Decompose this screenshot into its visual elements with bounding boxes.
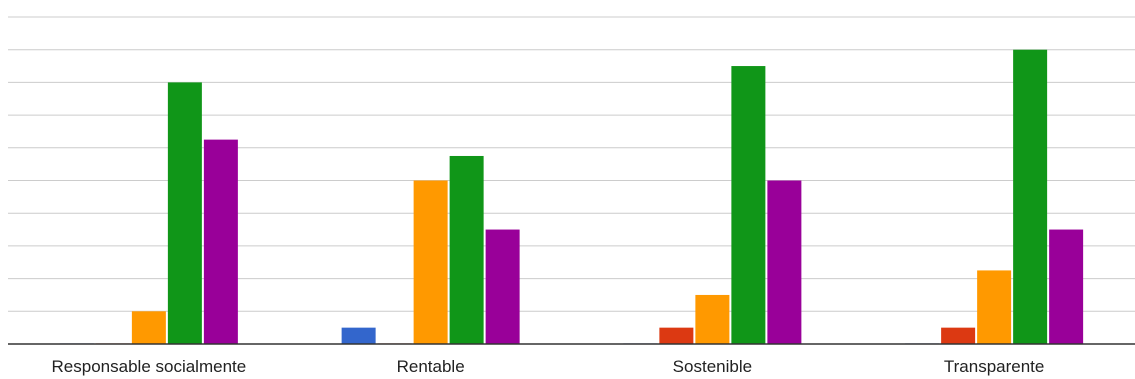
bar — [941, 327, 976, 344]
bar — [1013, 49, 1048, 344]
bar — [731, 66, 766, 345]
bar — [167, 82, 202, 345]
bar — [977, 270, 1012, 344]
bar — [1049, 229, 1084, 344]
x-tick-label: Transparente — [944, 357, 1044, 376]
bar — [203, 139, 238, 344]
x-axis-labels: Responsable socialmente Rentable Sostenibl… — [52, 357, 1045, 376]
bar — [341, 327, 376, 344]
x-tick-label: Rentable — [397, 357, 465, 376]
x-tick-label: Responsable socialmente — [52, 357, 247, 376]
bar — [767, 180, 802, 344]
bar — [449, 155, 484, 344]
bar — [695, 294, 730, 344]
bar — [485, 229, 520, 344]
bar — [659, 327, 694, 344]
bars — [59, 49, 1084, 345]
x-tick-label: Sostenible — [673, 357, 752, 376]
bar — [413, 180, 448, 344]
bar — [131, 311, 166, 344]
